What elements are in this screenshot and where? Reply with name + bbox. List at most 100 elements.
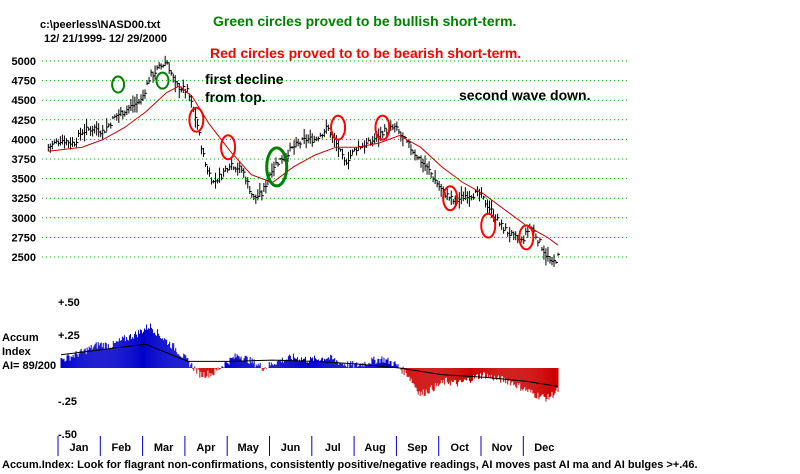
price-bar — [482, 195, 486, 200]
red-circle — [188, 106, 205, 133]
price-bar — [382, 130, 385, 139]
price-bar — [243, 167, 246, 178]
ai-label-value: AI= 89/200 — [2, 360, 56, 372]
ai-tick-label: -.50 — [58, 429, 77, 441]
price-tick-label: 4500 — [12, 95, 36, 107]
price-bar — [261, 190, 264, 201]
green-circle — [111, 75, 126, 94]
signal-circles — [111, 71, 535, 251]
price-bar — [110, 122, 113, 129]
price-bar — [317, 136, 321, 142]
price-bar — [505, 223, 508, 230]
price-bar — [402, 132, 405, 147]
price-bar — [247, 177, 250, 189]
price-bar — [527, 227, 530, 238]
price-bar — [221, 174, 224, 181]
price-bar — [327, 124, 331, 131]
price-bar — [194, 108, 198, 128]
red-circle — [518, 224, 535, 251]
price-bar — [148, 76, 152, 84]
green-note: Green circles proved to be bullish short… — [213, 13, 516, 29]
price-bar — [144, 89, 148, 99]
price-bar — [430, 171, 434, 178]
price-bar — [170, 70, 174, 76]
ai-moving-average — [60, 343, 559, 387]
price-tick-label: 5000 — [12, 56, 36, 68]
red-circle — [480, 212, 497, 239]
month-label: Jul — [325, 442, 341, 454]
month-axis: Jan Feb Mar Apr May Jun Jul Aug Sep Oct Nov Dec — [57, 436, 554, 456]
price-bar — [186, 84, 190, 94]
month-label: May — [237, 442, 259, 454]
price-bar — [396, 121, 399, 131]
footer-note: Accum.Index: Look for flagrant non-confi… — [2, 459, 698, 471]
price-bar — [341, 148, 345, 160]
price-tick-label: 4000 — [12, 134, 36, 146]
price-bar — [249, 185, 252, 195]
price-bar — [51, 140, 55, 150]
ai-tick-label: -.25 — [58, 396, 77, 408]
price-bar — [204, 162, 208, 167]
month-label: Aug — [364, 442, 385, 454]
price-bar — [410, 144, 413, 156]
ai-bars — [60, 323, 559, 402]
price-tick-label: 3000 — [12, 213, 36, 225]
month-label: Apr — [196, 442, 216, 454]
red-note: Red circles proved to to be bearish shor… — [210, 45, 521, 61]
ai-label-accum: Accum — [2, 332, 39, 344]
price-bar — [265, 179, 268, 194]
price-bar — [537, 240, 540, 247]
price-bar — [366, 137, 369, 148]
annotation-second-wave: second wave down. — [459, 87, 590, 103]
price-bar — [239, 161, 242, 174]
green-circle — [155, 71, 170, 90]
month-label: Jun — [281, 442, 301, 454]
price-bar — [231, 158, 234, 171]
price-tick-label: 2750 — [12, 232, 36, 244]
price-bar — [76, 137, 79, 148]
price-bar — [356, 147, 359, 156]
month-label: Feb — [112, 442, 132, 454]
price-bar — [557, 252, 561, 257]
price-bar — [450, 190, 454, 206]
price-tick-label: 2500 — [12, 252, 36, 264]
price-bar — [208, 167, 212, 177]
price-bars — [47, 55, 561, 267]
price-bar — [350, 149, 353, 159]
price-tick-label: 3750 — [12, 154, 36, 166]
month-label: Dec — [534, 442, 554, 454]
month-label: Oct — [451, 442, 470, 454]
red-circle — [442, 185, 459, 212]
price-bar — [311, 133, 315, 147]
price-bar — [219, 167, 222, 183]
price-bar — [347, 151, 351, 170]
price-bar — [428, 161, 432, 175]
ai-y-axis: +.50 +.25 -.25 -.50 — [58, 297, 80, 441]
month-label: Sep — [407, 442, 427, 454]
price-bar — [535, 233, 538, 240]
price-moving-average — [48, 85, 559, 246]
ai-tick-label: +.25 — [58, 330, 80, 342]
red-circle — [330, 114, 347, 141]
price-bar — [202, 148, 206, 157]
price-gridlines — [42, 60, 628, 258]
price-bar — [501, 219, 504, 230]
price-bar — [553, 254, 556, 267]
price-bar — [472, 193, 476, 200]
price-bar — [555, 260, 559, 264]
price-bar — [104, 130, 107, 134]
green-circle — [265, 146, 289, 188]
ai-tick-label: +.50 — [58, 297, 80, 309]
price-bar — [196, 118, 200, 130]
price-tick-label: 4250 — [12, 115, 36, 127]
month-label: Nov — [492, 442, 514, 454]
ai-label-index: Index — [2, 346, 32, 358]
price-bar — [446, 187, 450, 201]
price-bar — [277, 162, 280, 167]
price-bar — [352, 149, 355, 155]
price-bar — [384, 124, 387, 132]
month-label: Jan — [70, 442, 89, 454]
price-bar — [287, 149, 291, 162]
red-circle — [220, 134, 237, 161]
